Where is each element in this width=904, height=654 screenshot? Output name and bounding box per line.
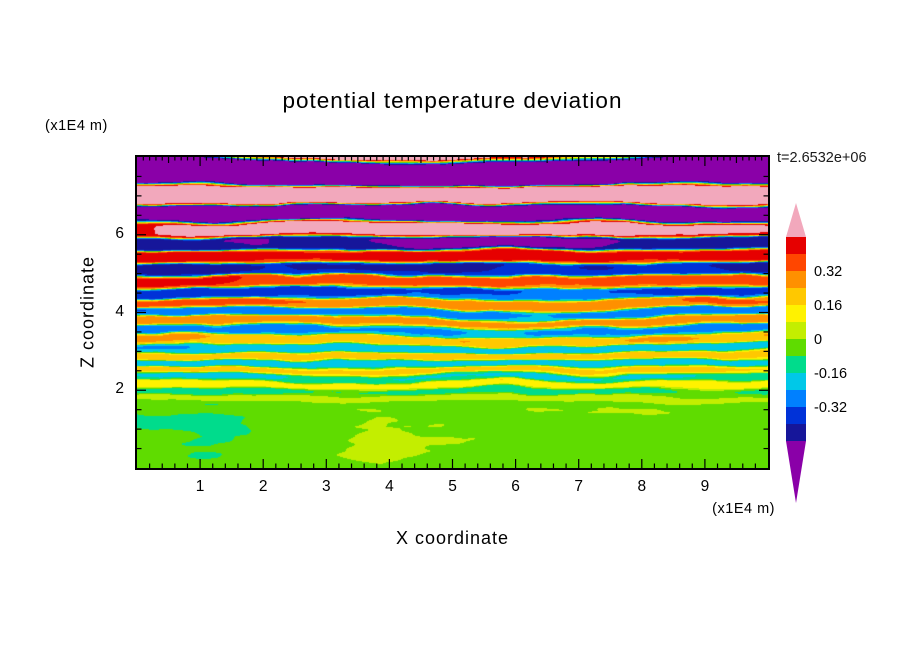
x-tick-label: 8 bbox=[637, 478, 647, 495]
colorbar-band bbox=[786, 305, 806, 323]
x-axis-unit-label: (x1E4 m) bbox=[712, 501, 775, 517]
z-axis-unit-label: (x1E4 m) bbox=[45, 118, 108, 134]
x-tick-label: 6 bbox=[511, 478, 520, 495]
x-tick-label: 5 bbox=[448, 478, 457, 495]
colorbar: 0.32 0.16 0 -0.16 -0.32 bbox=[786, 203, 847, 503]
colorbar-band bbox=[786, 271, 806, 289]
colorbar-upper-arrow bbox=[786, 203, 806, 237]
colorbar-band bbox=[786, 339, 806, 357]
x-tick-label: 9 bbox=[700, 478, 710, 495]
colorbar-band bbox=[786, 322, 806, 340]
colorbar-band bbox=[786, 288, 806, 306]
colorbar-band bbox=[786, 424, 806, 442]
colorbar-band bbox=[786, 356, 806, 374]
colorbar-tick-label: -0.16 bbox=[814, 366, 847, 382]
colorbar-band bbox=[786, 254, 806, 272]
time-annotation: t=2.6532e+06 bbox=[777, 150, 867, 166]
z-tick-label: 6 bbox=[115, 224, 124, 242]
colorbar-tick-label: -0.32 bbox=[814, 400, 847, 416]
colorbar-band bbox=[786, 390, 806, 408]
x-tick-label: 7 bbox=[574, 478, 583, 495]
plot-frame bbox=[135, 155, 770, 470]
x-tick-label: 3 bbox=[321, 478, 331, 495]
colorbar-band bbox=[786, 373, 806, 391]
x-axis-title: X coordinate bbox=[395, 528, 510, 548]
colorbar-tick-label: 0 bbox=[814, 332, 822, 348]
axis-ticks bbox=[137, 157, 768, 468]
x-tick-label: 1 bbox=[195, 478, 205, 495]
colorbar-tick-label: 0.16 bbox=[814, 298, 842, 314]
x-tick-label: 4 bbox=[385, 478, 394, 495]
colorbar-lower-arrow bbox=[786, 441, 806, 503]
contour-field-canvas bbox=[137, 157, 768, 468]
colorbar-band bbox=[786, 407, 806, 425]
x-tick-label: 2 bbox=[258, 478, 268, 495]
colorbar-tick-label: 0.32 bbox=[814, 264, 842, 280]
chart-title: potential temperature deviation bbox=[282, 88, 623, 113]
colorbar-band bbox=[786, 237, 806, 255]
z-tick-label: 2 bbox=[115, 380, 124, 398]
z-tick-label: 4 bbox=[115, 302, 124, 320]
